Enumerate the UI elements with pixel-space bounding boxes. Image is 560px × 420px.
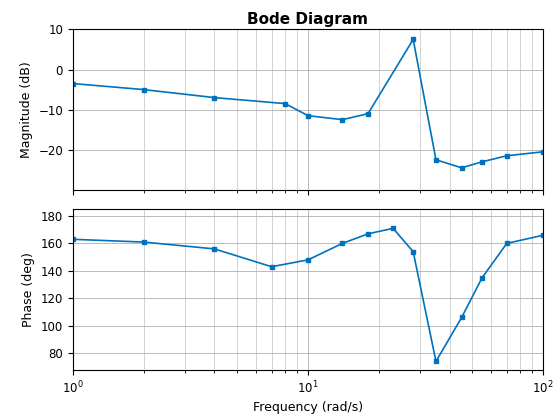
Y-axis label: Phase (deg): Phase (deg) <box>22 252 35 327</box>
Title: Bode Diagram: Bode Diagram <box>248 12 368 27</box>
Y-axis label: Magnitude (dB): Magnitude (dB) <box>20 61 33 158</box>
X-axis label: Frequency (rad/s): Frequency (rad/s) <box>253 402 363 415</box>
